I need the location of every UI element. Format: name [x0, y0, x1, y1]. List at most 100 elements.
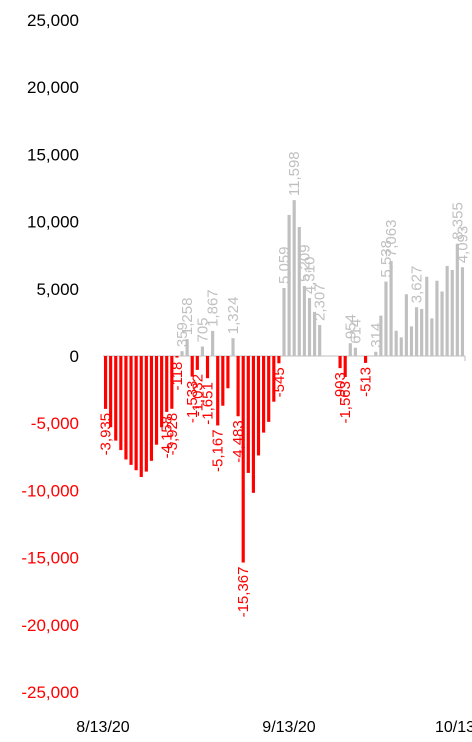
- bar: [420, 308, 424, 356]
- bar: [246, 356, 250, 473]
- bar-data-label: -1,651: [200, 382, 217, 425]
- bar: [114, 356, 118, 441]
- bar-data-label: -118: [169, 362, 186, 391]
- bar: [374, 351, 378, 356]
- bar-data-label: 954: [342, 314, 359, 339]
- x-tick-label: 8/13/20: [76, 719, 129, 736]
- bar-data-label: 359: [174, 322, 191, 347]
- bar-data-label: -4,158: [159, 416, 176, 459]
- y-tick-label: -10,000: [21, 481, 79, 500]
- bar-data-label: 4,093: [454, 226, 471, 264]
- bar-data-label: -903: [332, 372, 349, 402]
- bar: [134, 356, 138, 471]
- bar: [318, 324, 322, 356]
- bar-data-label: -1,533: [184, 381, 201, 424]
- bar: [430, 318, 434, 356]
- bar: [394, 330, 398, 356]
- bar: [435, 280, 439, 356]
- bar-data-label: -513: [358, 367, 375, 397]
- bar: [231, 338, 235, 356]
- bar: [251, 356, 255, 493]
- bar: [180, 351, 184, 356]
- bar-data-label: 1,324: [225, 297, 242, 335]
- bar: [343, 356, 347, 378]
- bar: [185, 339, 189, 356]
- y-tick-label: 15,000: [27, 145, 79, 164]
- bar-data-label: 314: [368, 323, 385, 348]
- bar: [425, 276, 429, 356]
- bar-data-label: -545: [271, 367, 288, 397]
- bar: [455, 243, 459, 356]
- bar: [216, 356, 220, 426]
- bar: [195, 356, 199, 370]
- bar: [200, 346, 205, 356]
- bar-data-label: -15,367: [235, 567, 252, 618]
- bar-series: [103, 200, 465, 563]
- bar: [379, 315, 383, 356]
- bar: [338, 356, 342, 369]
- bar: [404, 294, 408, 356]
- bar-data-label: 5,059: [276, 246, 293, 284]
- bar: [205, 356, 210, 379]
- y-tick-label: -15,000: [21, 549, 79, 568]
- bar: [170, 356, 174, 409]
- bar: [348, 343, 352, 356]
- bar-data-label: -5,167: [210, 429, 227, 472]
- bar: [226, 356, 230, 389]
- y-tick-label: 25,000: [27, 11, 79, 30]
- bar: [277, 356, 281, 364]
- bar: [450, 269, 454, 356]
- bar: [190, 356, 194, 377]
- bar-data-label: 8,355: [449, 202, 466, 240]
- bar: [221, 356, 225, 406]
- bar-data-label: -3,935: [98, 413, 115, 456]
- bar-data-label: 7,063: [383, 220, 400, 258]
- bar-data-label: 4,310: [301, 257, 318, 295]
- bar: [154, 356, 159, 445]
- bar: [236, 356, 240, 417]
- bar: [272, 356, 276, 402]
- bar-data-label: 705: [194, 317, 211, 342]
- bar: [307, 298, 312, 356]
- bar-data-label: 1,258: [179, 298, 196, 336]
- bar: [124, 356, 128, 460]
- bar: [389, 261, 393, 356]
- bar-data-label: 5,209: [296, 244, 313, 282]
- bar: [160, 356, 164, 428]
- bar: [287, 214, 291, 356]
- bar: [241, 356, 245, 563]
- y-tick-label: 0: [70, 347, 79, 366]
- bar: [144, 356, 148, 472]
- y-tick-label: -5,000: [31, 414, 79, 433]
- bar: [211, 330, 215, 356]
- bar: [175, 356, 179, 358]
- bar: [119, 356, 123, 451]
- bar: [353, 347, 357, 356]
- y-tick-label: -20,000: [21, 616, 79, 635]
- bar: [267, 356, 271, 422]
- bar: [129, 356, 133, 465]
- bar-data-label: 11,598: [286, 151, 303, 196]
- bar: [292, 200, 296, 356]
- bar-data-label: 3,627: [409, 266, 426, 304]
- bar: [165, 356, 169, 412]
- bar: [414, 307, 419, 356]
- bar: [313, 311, 317, 356]
- bar: [440, 291, 444, 356]
- bar: [399, 337, 403, 356]
- x-tick-label: 10/13: [435, 719, 472, 736]
- bar: [282, 288, 286, 356]
- bar-data-label: 614: [347, 319, 364, 344]
- bar: [262, 356, 266, 433]
- bar: [460, 267, 465, 356]
- x-axis-tick-labels: 8/13/20 9/13/20 10/13: [76, 719, 472, 736]
- bar: [109, 356, 113, 428]
- bar: [103, 356, 108, 409]
- y-tick-label: 20,000: [27, 78, 79, 97]
- bar: [297, 226, 301, 356]
- bar-data-label: -1,032: [189, 374, 206, 417]
- bar: [302, 285, 306, 356]
- y-tick-label: -25,000: [21, 683, 79, 702]
